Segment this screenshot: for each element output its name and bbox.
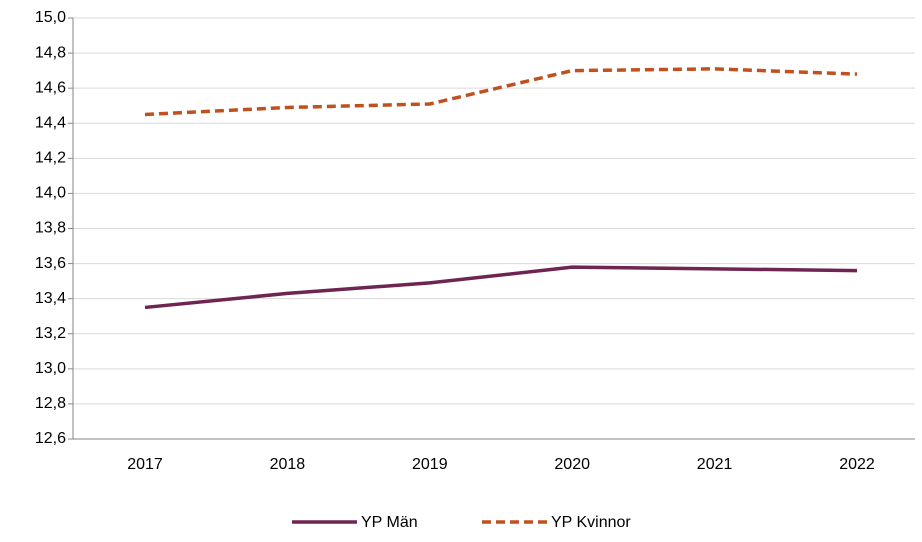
y-tick-label: 12,8 [35,395,66,412]
y-tick-label: 14,6 [35,79,66,96]
y-tick-label: 12,6 [35,430,66,447]
x-tick-label: 2020 [554,456,590,473]
y-tick-label: 13,4 [35,290,66,307]
x-tick-label: 2021 [697,456,733,473]
series-line [144,265,858,310]
x-tick-label: 2018 [270,456,306,473]
y-tick-label: 13,8 [35,220,66,237]
legend-label: YP Män [361,514,418,531]
y-tick-label: 13,2 [35,325,66,342]
x-tick-label: 2022 [839,456,875,473]
y-tick-label: 14,2 [35,150,66,167]
y-tick-label: 15,0 [35,9,66,26]
y-tick-label: 14,4 [35,114,66,131]
y-tick-label: 14,0 [35,185,66,202]
legend-label: YP Kvinnor [551,514,631,531]
x-tick-label: 2019 [412,456,448,473]
y-tick-label: 13,0 [35,360,66,377]
series-line [144,67,858,117]
y-tick-label: 14,8 [35,44,66,61]
y-tick-label: 13,6 [35,255,66,272]
x-tick-label: 2017 [127,456,163,473]
